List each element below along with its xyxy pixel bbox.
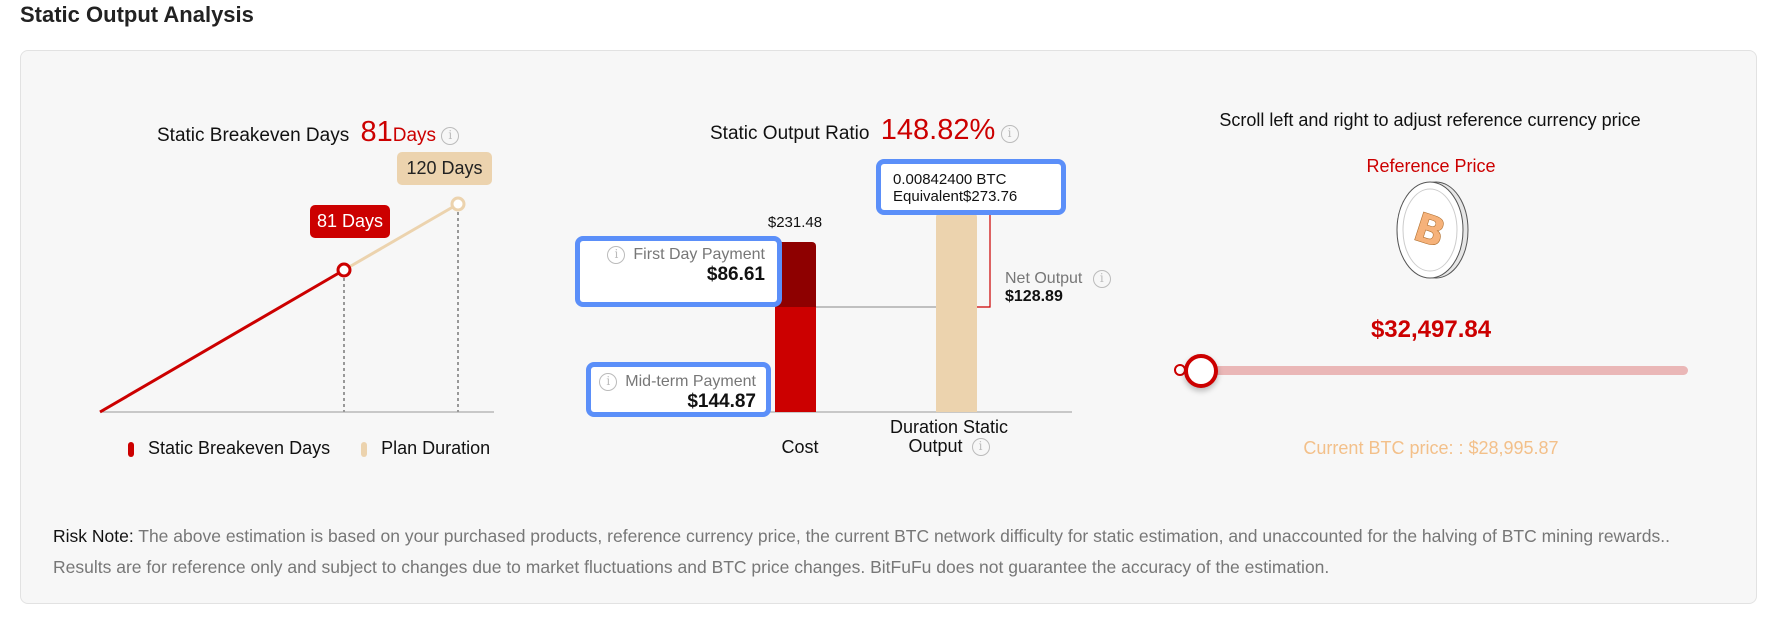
first-day-bar bbox=[775, 242, 816, 307]
reference-price-value: $32,497.84 bbox=[1370, 316, 1492, 343]
midterm-payment-box: i Mid-term Payment $144.87 bbox=[586, 362, 771, 417]
net-output-label: Net Output bbox=[1005, 270, 1083, 288]
midterm-value: $144.87 bbox=[687, 391, 756, 412]
breakeven-line bbox=[99, 268, 345, 414]
net-output: Net Output i $128.89 bbox=[1005, 270, 1111, 306]
breakeven-value: 81 bbox=[360, 116, 393, 148]
legend-label: Static Breakeven Days bbox=[148, 438, 331, 458]
output-axis-line1: Duration Static bbox=[889, 417, 1009, 437]
net-output-bracket bbox=[977, 212, 991, 308]
btc-equivalent: Equivalent$273.76 bbox=[893, 188, 1018, 205]
net-output-value: $128.89 bbox=[1005, 288, 1063, 306]
duration-line bbox=[343, 202, 459, 272]
legend-marker-duration bbox=[361, 441, 368, 457]
info-icon[interactable]: i bbox=[1000, 124, 1019, 143]
btc-output-box: 0.00842400 BTC Equivalent$273.76 bbox=[876, 159, 1066, 215]
btc-amount: 0.00842400 BTC bbox=[893, 171, 1007, 188]
output-bar bbox=[936, 213, 977, 412]
first-day-value: $86.61 bbox=[706, 264, 765, 286]
breakeven-point bbox=[336, 262, 352, 278]
cost-axis-label: Cost bbox=[781, 437, 819, 457]
analysis-card bbox=[20, 50, 1757, 604]
first-day-label: First Day Payment bbox=[633, 246, 765, 264]
current-btc-price: Current BTC price: : $28,995.87 bbox=[1303, 438, 1559, 458]
ratio-value: 148.82% bbox=[880, 114, 996, 146]
info-icon[interactable]: i bbox=[441, 126, 460, 145]
ratio-label: Static Output Ratio bbox=[710, 123, 870, 144]
breakeven-tag: 81 Days bbox=[310, 205, 390, 238]
info-icon[interactable]: i bbox=[971, 438, 990, 457]
breakeven-legend: Static Breakeven Days Plan Duration bbox=[128, 438, 490, 459]
legend-marker-breakeven bbox=[128, 441, 134, 457]
output-axis-label: Duration Static Output i bbox=[869, 417, 1029, 457]
risk-note-label: Risk Note: bbox=[53, 526, 134, 546]
risk-note-text: The above estimation is based on your pu… bbox=[53, 526, 1670, 577]
price-slider-thumb[interactable] bbox=[1184, 354, 1218, 388]
breakeven-label: Static Breakeven Days bbox=[157, 125, 350, 146]
duration-tag: 120 Days bbox=[397, 152, 492, 185]
page-title: Static Output Analysis bbox=[20, 2, 254, 27]
info-icon[interactable]: i bbox=[1092, 270, 1111, 288]
breakeven-unit: Days bbox=[392, 125, 437, 146]
info-icon[interactable]: i bbox=[607, 246, 626, 264]
reference-price-label: Reference Price bbox=[1366, 156, 1496, 176]
midterm-label: Mid-term Payment bbox=[625, 373, 756, 391]
cost-total: $231.48 bbox=[767, 214, 823, 231]
price-slider-track[interactable] bbox=[1188, 366, 1688, 375]
duration-point bbox=[450, 196, 466, 212]
risk-note: Risk Note: The above estimation is based… bbox=[53, 521, 1723, 583]
breakeven-header: Static Breakeven Days 81Days i bbox=[157, 116, 460, 149]
output-axis-line2: Output bbox=[908, 436, 963, 456]
reference-instruction: Scroll left and right to adjust referenc… bbox=[1219, 110, 1641, 130]
midterm-bar bbox=[775, 307, 816, 412]
bitcoin-coin-icon: B bbox=[1396, 181, 1469, 279]
ratio-header: Static Output Ratio 148.82% i bbox=[710, 114, 1019, 147]
info-icon[interactable]: i bbox=[599, 373, 618, 391]
legend-label: Plan Duration bbox=[381, 438, 491, 458]
first-day-payment-box: i First Day Payment $86.61 bbox=[575, 236, 782, 307]
